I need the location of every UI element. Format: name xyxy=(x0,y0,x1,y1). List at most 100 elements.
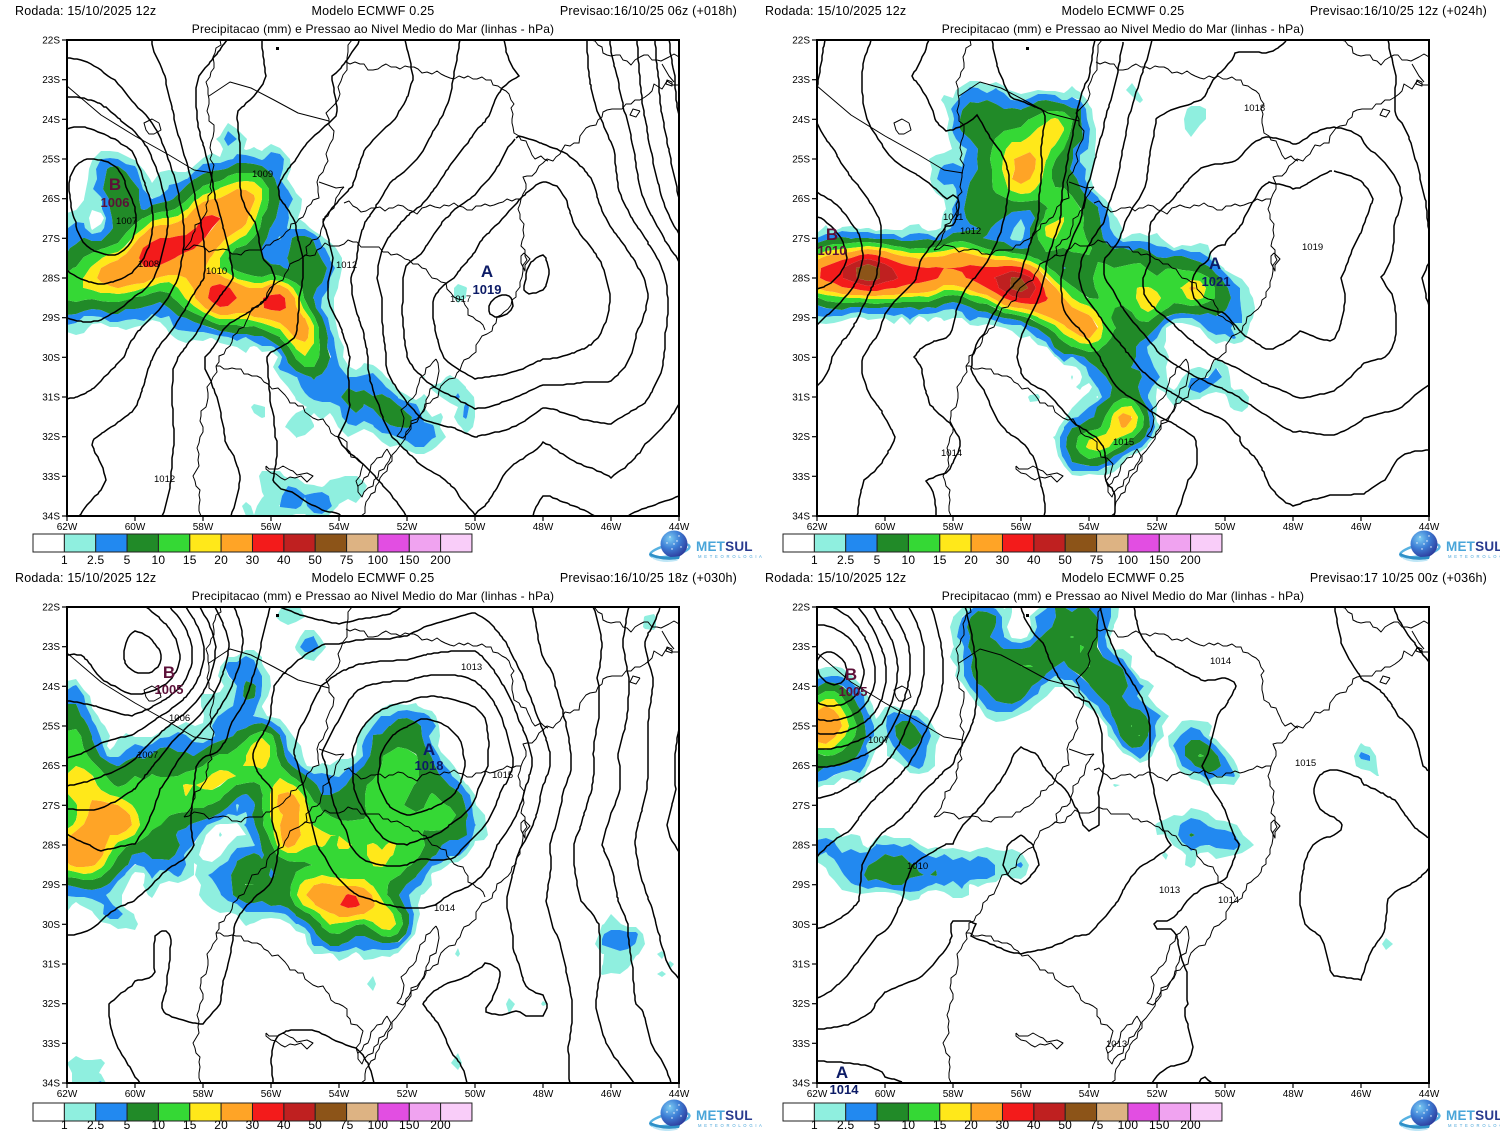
svg-text:29S: 29S xyxy=(42,880,60,891)
svg-text:44W: 44W xyxy=(1419,1089,1440,1100)
svg-text:60W: 60W xyxy=(875,522,896,533)
svg-text:50: 50 xyxy=(1058,1118,1072,1131)
svg-text:1007: 1007 xyxy=(116,216,137,227)
svg-text:52W: 52W xyxy=(1147,522,1168,533)
svg-text:1: 1 xyxy=(61,1118,68,1131)
svg-text:1014: 1014 xyxy=(830,1082,860,1097)
svg-text:15: 15 xyxy=(183,1118,197,1131)
svg-text:1: 1 xyxy=(811,1118,818,1131)
svg-text:62W: 62W xyxy=(57,522,78,533)
svg-text:A: A xyxy=(481,262,493,281)
svg-text:58W: 58W xyxy=(193,522,214,533)
svg-text:52W: 52W xyxy=(397,1089,418,1100)
svg-text:50: 50 xyxy=(1058,553,1072,567)
svg-text:Previsao:16/10/25 18z (+030h): Previsao:16/10/25 18z (+030h) xyxy=(560,571,737,585)
svg-text:Precipitacao (mm) e Pressao ao: Precipitacao (mm) e Pressao ao Nivel Med… xyxy=(942,22,1304,36)
svg-text:44W: 44W xyxy=(669,1089,690,1100)
svg-text:Modelo ECMWF 0.25: Modelo ECMWF 0.25 xyxy=(1062,4,1185,18)
svg-text:1008: 1008 xyxy=(138,259,159,270)
svg-text:10: 10 xyxy=(152,553,166,567)
svg-text:1014: 1014 xyxy=(1218,895,1239,906)
svg-text:50: 50 xyxy=(308,553,322,567)
svg-text:22S: 22S xyxy=(42,603,60,614)
svg-text:23S: 23S xyxy=(792,642,810,653)
svg-text:Modelo ECMWF 0.25: Modelo ECMWF 0.25 xyxy=(1062,571,1185,585)
svg-text:30S: 30S xyxy=(792,920,810,931)
svg-text:50W: 50W xyxy=(1215,1089,1236,1100)
svg-text:1015: 1015 xyxy=(1113,437,1134,448)
svg-text:METSUL: METSUL xyxy=(1446,1108,1500,1123)
svg-text:1006: 1006 xyxy=(101,195,130,210)
svg-text:54W: 54W xyxy=(329,1089,350,1100)
svg-text:33S: 33S xyxy=(792,472,810,483)
svg-text:40: 40 xyxy=(1027,553,1041,567)
svg-text:28S: 28S xyxy=(792,841,810,852)
svg-text:54W: 54W xyxy=(329,522,350,533)
svg-text:50W: 50W xyxy=(1215,522,1236,533)
svg-text:27S: 27S xyxy=(792,801,810,812)
svg-text:A: A xyxy=(423,740,435,759)
svg-text:100: 100 xyxy=(1118,553,1139,567)
svg-text:A: A xyxy=(1209,254,1221,273)
svg-text:1019: 1019 xyxy=(473,282,502,297)
svg-text:150: 150 xyxy=(1149,1118,1170,1131)
svg-text:1014: 1014 xyxy=(1210,656,1231,667)
svg-text:1021: 1021 xyxy=(1202,274,1231,289)
svg-text:31S: 31S xyxy=(792,393,810,404)
svg-text:5: 5 xyxy=(874,553,881,567)
svg-text:26S: 26S xyxy=(792,761,810,772)
svg-text:10: 10 xyxy=(152,1118,166,1131)
svg-text:200: 200 xyxy=(1180,553,1201,567)
svg-text:1013: 1013 xyxy=(1106,1039,1127,1050)
svg-text:46W: 46W xyxy=(1351,522,1372,533)
svg-text:34S: 34S xyxy=(792,512,810,523)
svg-text:1006: 1006 xyxy=(169,713,190,724)
svg-text:Previsao:16/10/25 06z (+018h): Previsao:16/10/25 06z (+018h) xyxy=(560,4,737,18)
svg-text:62W: 62W xyxy=(807,1089,828,1100)
svg-text:27S: 27S xyxy=(792,234,810,245)
svg-text:150: 150 xyxy=(399,553,420,567)
svg-text:28S: 28S xyxy=(42,274,60,285)
svg-text:1010: 1010 xyxy=(206,266,227,277)
svg-text:26S: 26S xyxy=(792,194,810,205)
svg-text:200: 200 xyxy=(430,1118,451,1131)
svg-text:31S: 31S xyxy=(42,393,60,404)
svg-text:75: 75 xyxy=(1090,1118,1104,1131)
svg-text:48W: 48W xyxy=(1283,1089,1304,1100)
svg-text:15: 15 xyxy=(933,1118,947,1131)
svg-text:15: 15 xyxy=(933,553,947,567)
svg-text:B: B xyxy=(845,665,857,684)
svg-text:56W: 56W xyxy=(261,522,282,533)
svg-text:2.5: 2.5 xyxy=(87,553,104,567)
svg-text:33S: 33S xyxy=(792,1039,810,1050)
svg-text:METSUL: METSUL xyxy=(1446,539,1500,554)
svg-text:1012: 1012 xyxy=(960,226,981,237)
svg-text:40: 40 xyxy=(1027,1118,1041,1131)
svg-text:27S: 27S xyxy=(42,234,60,245)
svg-text:46W: 46W xyxy=(601,522,622,533)
svg-text:48W: 48W xyxy=(533,1089,554,1100)
svg-text:56W: 56W xyxy=(261,1089,282,1100)
svg-text:33S: 33S xyxy=(42,472,60,483)
svg-text:20: 20 xyxy=(964,1118,978,1131)
svg-text:54W: 54W xyxy=(1079,522,1100,533)
svg-text:1011: 1011 xyxy=(943,212,963,223)
svg-text:Previsao:16/10/25 12z (+024h): Previsao:16/10/25 12z (+024h) xyxy=(1310,4,1487,18)
svg-text:24S: 24S xyxy=(42,682,60,693)
svg-text:METSUL: METSUL xyxy=(696,1108,753,1123)
svg-text:22S: 22S xyxy=(792,603,810,614)
svg-text:62W: 62W xyxy=(807,522,828,533)
svg-text:24S: 24S xyxy=(42,115,60,126)
svg-text:5: 5 xyxy=(124,1118,131,1131)
svg-text:Rodada: 15/10/2025 12z: Rodada: 15/10/2025 12z xyxy=(765,4,906,18)
svg-text:24S: 24S xyxy=(792,115,810,126)
svg-text:50W: 50W xyxy=(465,1089,486,1100)
svg-text:48W: 48W xyxy=(1283,522,1304,533)
svg-text:M E T E O R O L O G I A: M E T E O R O L O G I A xyxy=(1448,554,1500,559)
svg-text:27S: 27S xyxy=(42,801,60,812)
svg-text:60W: 60W xyxy=(875,1089,896,1100)
svg-text:30: 30 xyxy=(246,553,260,567)
svg-text:5: 5 xyxy=(124,553,131,567)
svg-text:Rodada: 15/10/2025 12z: Rodada: 15/10/2025 12z xyxy=(15,571,156,585)
svg-text:23S: 23S xyxy=(42,75,60,86)
